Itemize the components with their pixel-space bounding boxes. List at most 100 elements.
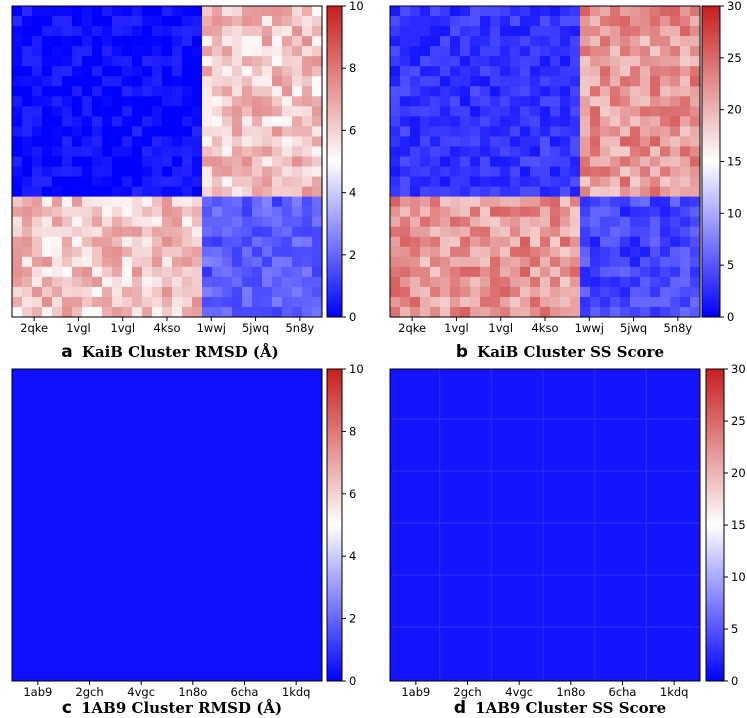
heatmap-cell	[82, 266, 93, 278]
heatmap-cell	[92, 176, 103, 188]
heatmap-cell	[580, 176, 591, 188]
heatmap-cell	[262, 186, 273, 198]
heatmap-cell	[52, 36, 63, 47]
heatmap-cell	[22, 236, 33, 248]
heatmap-cell	[252, 6, 263, 17]
heatmap-cell	[302, 246, 313, 258]
heatmap-cell	[292, 56, 303, 67]
heatmap-cell	[630, 66, 641, 77]
heatmap-cell	[590, 176, 601, 188]
heatmap-cell	[450, 296, 461, 308]
heatmap-cell	[202, 26, 213, 37]
heatmap-cell	[272, 106, 283, 117]
heatmap-cell	[410, 56, 421, 67]
heatmap-cell	[490, 276, 501, 288]
heatmap-cell	[630, 116, 641, 127]
heatmap-cell	[440, 276, 451, 288]
heatmap-cell	[242, 176, 253, 188]
heatmap-cell	[312, 166, 323, 178]
heatmap-cell	[560, 26, 571, 37]
heatmap-cell	[252, 236, 263, 248]
heatmap-cell	[480, 226, 491, 238]
heatmap-cell	[32, 246, 43, 258]
heatmap-cell	[450, 76, 461, 87]
heatmap-cell	[580, 116, 591, 127]
heatmap-cell	[680, 236, 691, 248]
heatmap-cell	[292, 306, 303, 318]
heatmap-fill	[12, 369, 322, 681]
heatmap-cell	[32, 206, 43, 218]
heatmap-cell	[640, 36, 651, 47]
heatmap-cell	[22, 136, 33, 148]
heatmap-cell	[22, 106, 33, 117]
heatmap-cell	[590, 106, 601, 117]
heatmap-cell	[430, 56, 441, 67]
heatmap-cell	[112, 286, 123, 298]
heatmap-cell	[630, 246, 641, 258]
heatmap-cell	[122, 16, 133, 27]
heatmap-cell	[660, 216, 671, 228]
heatmap-cell	[212, 186, 223, 198]
heatmap-cell	[450, 106, 461, 117]
heatmap-cell	[152, 246, 163, 258]
heatmap-cell	[122, 246, 133, 258]
heatmap-cell	[292, 196, 303, 208]
x-tick-label: 6cha	[609, 685, 637, 699]
heatmap-cell	[52, 146, 63, 158]
heatmap-cell	[222, 296, 233, 308]
heatmap-cell	[390, 246, 401, 258]
heatmap-cell	[400, 66, 411, 77]
heatmap-cell	[530, 36, 541, 47]
heatmap-cell	[292, 186, 303, 198]
heatmap-cell	[92, 206, 103, 218]
heatmap-cell	[202, 296, 213, 308]
heatmap-cell	[630, 276, 641, 288]
heatmap-cell	[212, 246, 223, 258]
heatmap-cell	[72, 86, 83, 97]
heatmap-cell	[420, 276, 431, 288]
heatmap-cell	[212, 276, 223, 288]
heatmap-cell	[480, 306, 491, 318]
heatmap-cell	[500, 206, 511, 218]
heatmap-cell	[560, 286, 571, 298]
heatmap-cell	[52, 296, 63, 308]
heatmap-cell	[510, 26, 521, 37]
heatmap-cell	[630, 136, 641, 148]
heatmap-cell	[630, 96, 641, 107]
heatmap-cell	[580, 246, 591, 258]
caption-d-text: 1AB9 Cluster SS Score	[475, 699, 666, 717]
heatmap-cell	[12, 46, 23, 57]
heatmap-cell	[590, 246, 601, 258]
heatmap-cell	[650, 306, 661, 318]
heatmap-cell	[530, 186, 541, 198]
heatmap-cell	[630, 196, 641, 208]
heatmap-cell	[202, 186, 213, 198]
heatmap-cell	[610, 86, 621, 97]
heatmap-cell	[520, 6, 531, 17]
heatmap-cell	[112, 116, 123, 127]
heatmap-cell	[600, 236, 611, 248]
heatmap-cell	[430, 36, 441, 47]
heatmap-cell	[420, 66, 431, 77]
heatmap-cell	[52, 26, 63, 37]
heatmap-cell	[540, 296, 551, 308]
heatmap-cell	[520, 116, 531, 127]
x-tick-label: 2qke	[20, 321, 48, 335]
heatmap-cell	[92, 276, 103, 288]
heatmap-cell	[650, 96, 661, 107]
heatmap-cell	[550, 16, 561, 27]
heatmap-cell	[192, 146, 203, 158]
heatmap-cell	[32, 126, 43, 138]
heatmap-cell	[192, 156, 203, 168]
heatmap-cell	[690, 146, 701, 158]
heatmap-cell	[500, 156, 511, 168]
heatmap-cell	[510, 76, 521, 87]
heatmap-cell	[530, 126, 541, 138]
heatmap-cell	[530, 156, 541, 168]
heatmap-cell	[640, 156, 651, 168]
heatmap-cell	[42, 286, 53, 298]
heatmap-cells-d	[390, 369, 700, 681]
heatmap-cell	[570, 76, 581, 87]
heatmap-cell	[202, 256, 213, 268]
